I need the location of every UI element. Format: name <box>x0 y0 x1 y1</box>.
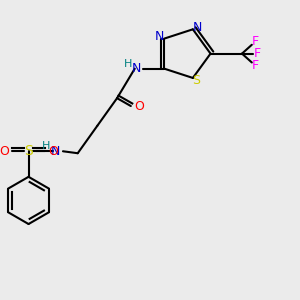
Text: H: H <box>124 59 132 69</box>
Text: F: F <box>252 59 259 72</box>
Text: N: N <box>193 21 203 34</box>
Text: F: F <box>252 35 259 48</box>
Text: S: S <box>192 74 200 87</box>
Text: N: N <box>132 62 141 75</box>
Text: S: S <box>24 144 33 158</box>
Text: N: N <box>50 145 60 158</box>
Text: O: O <box>134 100 144 112</box>
Text: N: N <box>155 30 164 43</box>
Text: O: O <box>0 145 9 158</box>
Text: O: O <box>48 145 58 158</box>
Text: H: H <box>42 141 50 151</box>
Text: F: F <box>254 47 261 60</box>
